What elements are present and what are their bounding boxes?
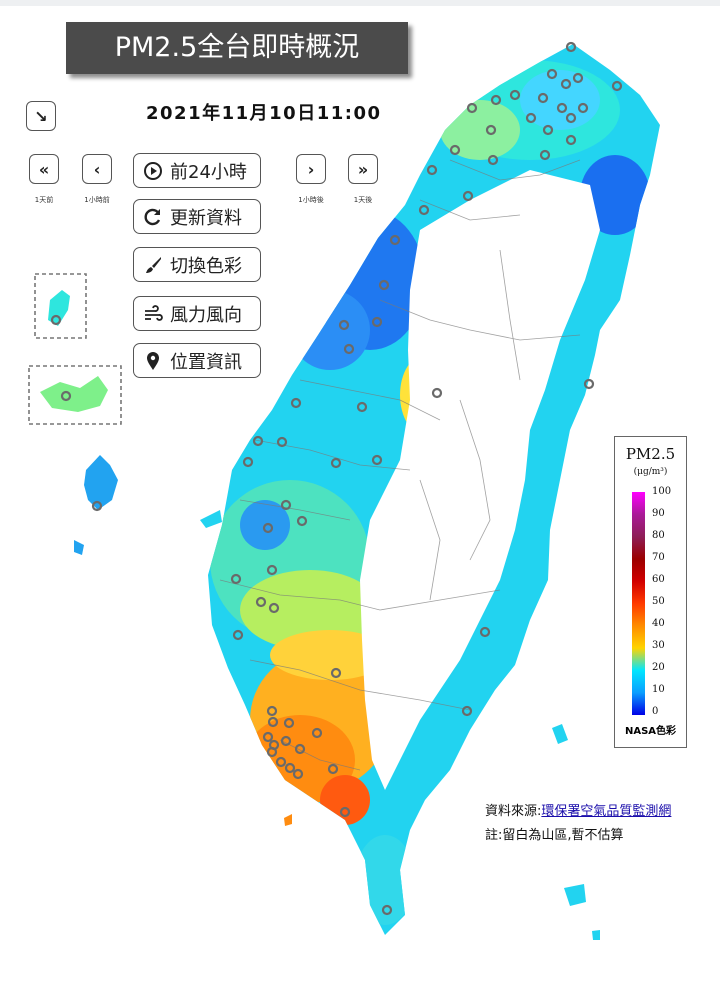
legend-tick: 100 [652,486,672,497]
refresh-icon [142,206,164,228]
collapse-panel-button[interactable]: ↘ [26,101,56,131]
prev-day-button[interactable]: « [29,154,59,184]
legend-tick: 90 [652,508,665,519]
observation-datetime: 2021年11月10日11:00 [146,103,382,124]
legend-tick: 50 [652,596,665,607]
refresh-data-button[interactable]: 更新資料 [133,199,261,234]
arrow-down-right-icon: ↘ [34,106,48,126]
location-info-button[interactable]: 位置資訊 [133,343,261,378]
prev-hour-button[interactable]: ‹ [82,154,112,184]
last-24-hours-label: 前24小時 [170,161,247,183]
next-day-button[interactable]: » [348,154,378,184]
last-24-hours-button[interactable]: 前24小時 [133,153,261,188]
legend-tick: 70 [652,552,665,563]
top-border [0,0,720,6]
wind-icon [142,303,164,325]
double-chevron-right-icon: » [357,159,369,179]
chevron-left-icon: ‹ [93,159,101,179]
legend-tick: 40 [652,618,665,629]
legend-tick: 0 [652,706,659,717]
wind-direction-button[interactable]: 風力風向 [133,296,261,331]
data-source-prefix: 資料來源: [485,804,542,819]
legend-title: PM2.5 [625,445,676,463]
play-circle-icon [142,160,164,182]
legend-color-bar [632,492,645,715]
prev-hour-caption: 1小時前 [84,196,110,204]
legend-tick: 30 [652,640,665,651]
prev-day-caption: 1天前 [34,196,54,204]
paint-brush-icon [142,254,164,276]
switch-colors-button[interactable]: 切換色彩 [133,247,261,282]
legend-tick: 10 [652,684,665,695]
switch-colors-label: 切換色彩 [170,255,242,277]
location-info-label: 位置資訊 [170,351,242,373]
data-source-link[interactable]: 環保署空氣品質監測網 [541,804,672,819]
page-title: PM2.5全台即時概況 [66,22,408,74]
legend-unit: (μg/m³) [633,467,668,477]
next-hour-button[interactable]: › [296,154,326,184]
next-hour-caption: 1小時後 [298,196,324,204]
pm25-legend: PM2.5 (μg/m³) 100 90 80 70 60 50 40 30 2… [614,436,687,748]
legend-tick: 80 [652,530,665,541]
map-pin-icon [142,350,164,372]
double-chevron-left-icon: « [38,159,50,179]
legend-tick: 20 [652,662,665,673]
refresh-data-label: 更新資料 [170,207,242,229]
next-day-caption: 1天後 [353,196,373,204]
footnote: 註:留白為山區,暫不估算 [485,828,624,843]
data-source: 資料來源:環保署空氣品質監測網 [485,800,671,819]
wind-direction-label: 風力風向 [170,304,242,326]
chevron-right-icon: › [307,159,315,179]
legend-tick: 60 [652,574,665,585]
legend-color-scheme-name: NASA色彩 [624,726,677,737]
